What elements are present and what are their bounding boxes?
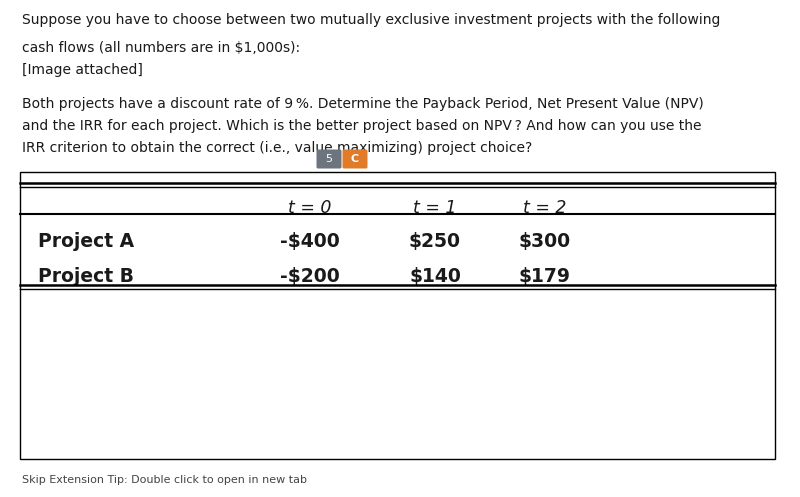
Text: [Image attached]: [Image attached] bbox=[22, 63, 143, 77]
Text: t = 1: t = 1 bbox=[414, 199, 457, 217]
Text: -$400: -$400 bbox=[280, 232, 340, 251]
Text: IRR criterion to obtain the correct (i.e., value maximizing) project choice?: IRR criterion to obtain the correct (i.e… bbox=[22, 141, 532, 155]
Text: 5: 5 bbox=[326, 154, 333, 164]
FancyBboxPatch shape bbox=[317, 150, 342, 168]
FancyBboxPatch shape bbox=[342, 150, 367, 168]
Text: Suppose you have to choose between two mutually exclusive investment projects wi: Suppose you have to choose between two m… bbox=[22, 13, 720, 27]
Text: $140: $140 bbox=[409, 267, 461, 286]
Text: Skip Extension Tip: Double click to open in new tab: Skip Extension Tip: Double click to open… bbox=[22, 475, 307, 485]
Text: $300: $300 bbox=[519, 232, 571, 251]
Text: t = 2: t = 2 bbox=[523, 199, 566, 217]
Text: $250: $250 bbox=[409, 232, 461, 251]
Text: t = 0: t = 0 bbox=[288, 199, 332, 217]
Bar bbox=[20, 172, 775, 459]
Text: -$200: -$200 bbox=[280, 267, 340, 286]
Text: Both projects have a discount rate of 9 %. Determine the Payback Period, Net Pre: Both projects have a discount rate of 9 … bbox=[22, 97, 704, 111]
Text: $179: $179 bbox=[519, 267, 571, 286]
Text: and the IRR for each project. Which is the better project based on NPV ? And how: and the IRR for each project. Which is t… bbox=[22, 119, 702, 133]
Text: cash flows (all numbers are in $1,000s):: cash flows (all numbers are in $1,000s): bbox=[22, 41, 300, 55]
Text: Project B: Project B bbox=[38, 267, 134, 286]
Text: C: C bbox=[351, 154, 359, 164]
Text: Project A: Project A bbox=[38, 232, 134, 251]
